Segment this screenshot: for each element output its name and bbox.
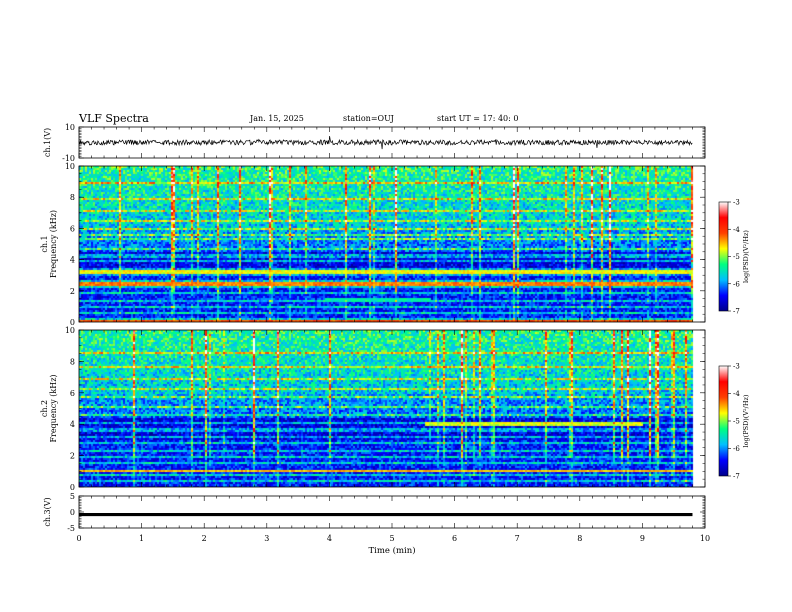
y-tick-label: 0: [70, 318, 75, 327]
y-tick-label: -10: [62, 154, 75, 163]
y-tick-label: 6: [70, 389, 75, 398]
x-tick-label: 0: [76, 534, 81, 543]
y-tick-label: 4: [70, 420, 75, 429]
x-tick-label: 5: [389, 534, 394, 543]
ch2-spectrogram-image: [79, 330, 705, 487]
y-tick-label: 6: [70, 224, 75, 233]
ch1-spectrogram-colorbar: [718, 201, 729, 312]
date-label: Jan. 15, 2025: [250, 114, 304, 123]
ch2-spectrogram-colorbar: [718, 365, 729, 477]
colorbar-label: log(PSD)(V²/Hz): [742, 394, 750, 447]
x-tick-label: 1: [139, 534, 144, 543]
ch1-spectrogram-ylabel: Frequency (kHz): [49, 210, 58, 278]
y-tick-label: 4: [70, 256, 75, 265]
ch1-waveform-trace: [78, 135, 693, 150]
x-tick-label: 10: [700, 534, 710, 543]
x-tick-label: 8: [577, 534, 582, 543]
ch1-spectrogram-ylabel-channel: ch.1: [40, 235, 49, 252]
x-tick-label: 3: [264, 534, 269, 543]
colorbar-tick-label: -4: [733, 226, 740, 234]
ch2-spectrogram-ylabel: Frequency (kHz): [49, 374, 58, 442]
colorbar-tick-label: -4: [733, 390, 740, 398]
y-tick-label: 5: [70, 492, 75, 501]
colorbar-tick-label: -3: [733, 199, 740, 207]
y-tick-label: 0: [70, 483, 75, 492]
ch3-waveform-ylabel: ch.3(V): [43, 497, 52, 526]
colorbar-label: log(PSD)(V²/Hz): [742, 230, 750, 283]
x-tick-label: 6: [452, 534, 457, 543]
y-tick-label: 8: [70, 357, 75, 366]
colorbar-tick-label: -3: [733, 363, 740, 371]
x-tick-label: 9: [640, 534, 645, 543]
y-tick-label: 2: [70, 452, 75, 461]
y-tick-label: 8: [70, 193, 75, 202]
ch2-spectrogram-ylabel-channel: ch.2: [40, 400, 49, 417]
x-tick-label: 2: [202, 534, 207, 543]
ch1-spectrogram-image: [79, 166, 705, 322]
x-tick-label: 4: [327, 534, 332, 543]
y-tick-label: -5: [67, 524, 75, 533]
y-tick-label: 10: [65, 326, 75, 335]
ch1-waveform-ylabel: ch.1(V): [43, 128, 52, 157]
colorbar-tick-label: -5: [733, 253, 740, 261]
x-tick-label: 7: [515, 534, 520, 543]
colorbar-tick-label: -6: [733, 445, 740, 453]
x-axis-label: Time (min): [368, 545, 415, 556]
colorbar-tick-label: -5: [733, 418, 740, 426]
figure-title: VLF Spectra: [79, 112, 149, 125]
y-tick-label: 10: [65, 123, 75, 132]
y-tick-label: 2: [70, 287, 75, 296]
colorbar-tick-label: -6: [733, 280, 740, 288]
start-time-label: start UT = 17: 40: 0: [437, 114, 519, 123]
y-tick-label: 10: [65, 162, 75, 171]
colorbar-tick-label: -7: [733, 308, 740, 316]
station-label: station=OUJ: [343, 114, 394, 123]
y-tick-label: 0: [70, 508, 75, 517]
colorbar-tick-label: -7: [733, 473, 740, 481]
